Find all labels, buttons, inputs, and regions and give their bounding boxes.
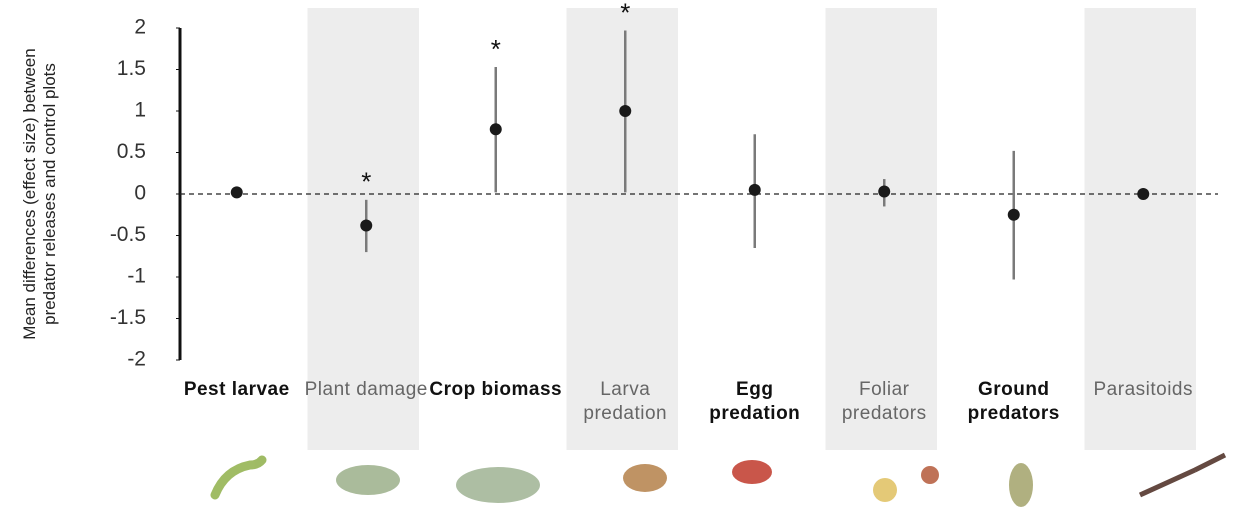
y-tick-label: -1.5: [110, 306, 146, 329]
x-tick-label: Foliar predators: [818, 378, 952, 426]
y-tick-label: 0.5: [117, 140, 146, 163]
x-tick-label: Parasitoids: [1077, 378, 1211, 402]
icon-ground-beetle: [1009, 463, 1033, 507]
y-axis-label: Mean differences (effect size) between p…: [20, 24, 60, 364]
point: [1137, 188, 1149, 200]
icon-cabbage: [456, 467, 540, 503]
y-tick-label: -1: [127, 265, 146, 288]
point: [360, 220, 372, 232]
icon-beetle: [873, 478, 897, 502]
icon-beetle: [921, 466, 939, 484]
y-tick-label: 0: [134, 182, 146, 205]
significance-marker: *: [491, 34, 501, 64]
chart: -2 -1.5 -1 -0.5 0 0.5 1 1.5 2 * * * Mean difference…: [0, 0, 1248, 513]
icon-wasp: [1140, 455, 1225, 495]
y-tick-label: 2: [134, 16, 146, 39]
x-tick-label: Pest larvae: [170, 378, 304, 402]
icon-ladybug: [732, 460, 772, 484]
y-tick-label: 1.5: [117, 57, 146, 80]
y-tick-label: -2: [127, 348, 146, 371]
point: [619, 105, 631, 117]
x-tick-label: Crop biomass: [429, 378, 563, 402]
icon-leaf: [336, 465, 400, 495]
point: [749, 184, 761, 196]
significance-marker: *: [361, 167, 371, 197]
x-tick-label: Egg predation: [688, 378, 822, 426]
icon-bug: [623, 464, 667, 492]
point: [1008, 209, 1020, 221]
point: [231, 186, 243, 198]
x-tick-label: Larva predation: [559, 378, 693, 426]
icons: [215, 455, 1225, 507]
significance-marker: *: [620, 0, 630, 27]
icon-larva: [215, 460, 262, 495]
point: [878, 186, 890, 198]
y-tick-label: 1: [134, 99, 146, 122]
point: [490, 123, 502, 135]
x-tick-label: Plant damage: [300, 378, 434, 402]
plot-area: -2 -1.5 -1 -0.5 0 0.5 1 1.5 2 * * *: [0, 0, 1248, 513]
x-tick-label: Ground predators: [947, 378, 1081, 426]
y-tick-label: -0.5: [110, 223, 146, 246]
